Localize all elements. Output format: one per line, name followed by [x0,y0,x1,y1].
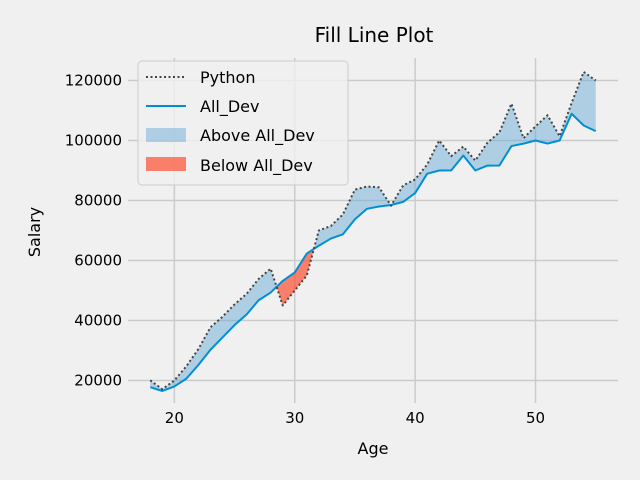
y-tick-label: 40000 [74,312,122,330]
y-tick-label: 80000 [74,192,122,210]
y-tick-label: 20000 [74,372,122,390]
legend-all-dev-label: All_Dev [200,97,259,117]
series-lines [149,70,597,392]
legend: Python All_Dev Above All_Dev Below All_D… [137,60,349,186]
y-axis-label: Salary [25,207,44,257]
legend-python-label: Python [200,68,255,87]
below-all-dev-fill [276,248,314,306]
x-tick-label: 20 [165,409,184,427]
y-tick-label: 60000 [74,252,122,270]
tick-labels: 20 30 40 50 20000 40000 60000 80000 100000 120000 [65,72,545,428]
y-tick-label: 120000 [65,72,122,90]
legend-box [137,60,349,186]
legend-above-swatch [146,128,186,142]
x-axis-label: Age [358,439,389,458]
legend-above-label: Above All_Dev [200,126,315,146]
legend-below-label: Below All_Dev [200,156,313,176]
y-tick-label: 100000 [65,132,122,150]
python-line [149,70,597,391]
all-dev-line [149,112,597,392]
chart-title: Fill Line Plot [315,23,434,47]
x-tick-label: 50 [526,409,545,427]
x-tick-label: 40 [406,409,425,427]
above-all-dev-fill [313,186,391,249]
legend-below-swatch [146,157,186,171]
above-all-dev-fill [150,268,277,391]
x-tick-label: 30 [285,409,304,427]
